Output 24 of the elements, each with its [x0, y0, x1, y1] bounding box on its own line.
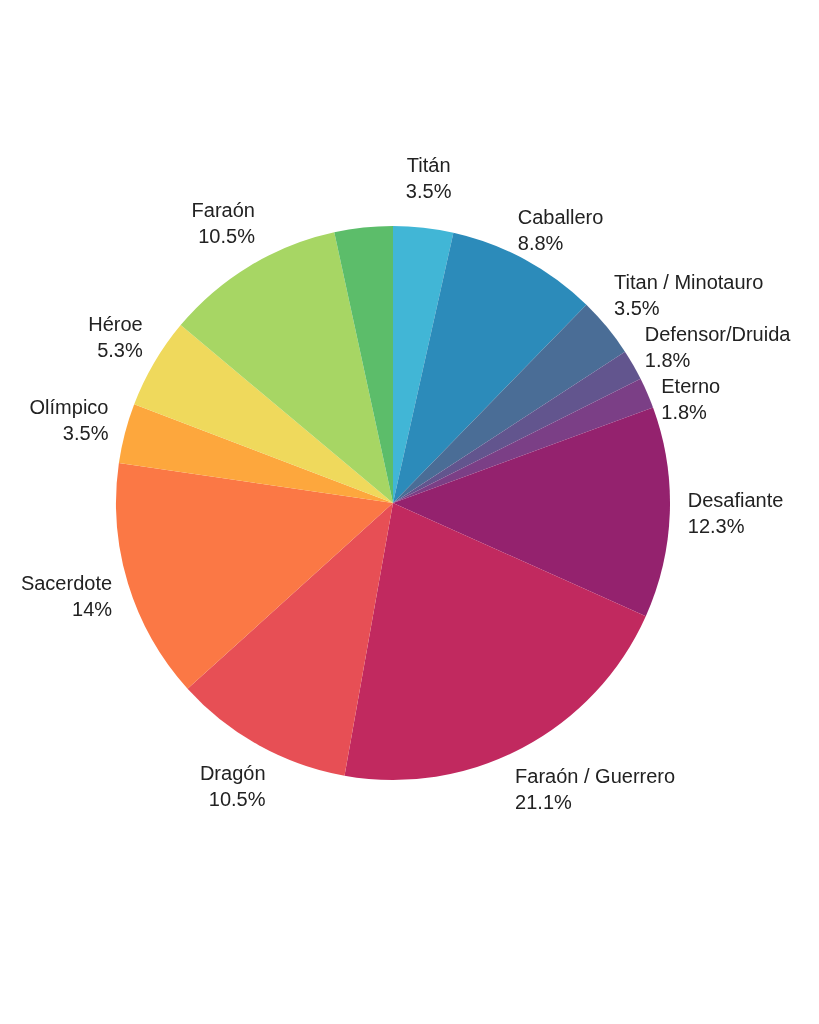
slice-label: Desafiante: [687, 488, 784, 511]
data-label: 8.8%: [517, 232, 564, 255]
slice-label: Defensor/Druida: [644, 323, 792, 346]
slice-label: Sacerdote: [20, 572, 113, 595]
slice-label: Eterno: [661, 375, 721, 398]
data-label: 14%: [72, 598, 113, 621]
data-label: 3.5%: [614, 297, 660, 320]
data-label: 1.8%: [661, 401, 708, 424]
slice-label: Caballero: [517, 206, 604, 229]
data-label: 1.8%: [644, 349, 691, 372]
data-label: 10.5%: [198, 225, 256, 248]
data-label: 3.5%: [62, 421, 109, 444]
slice-label: Dragón: [199, 761, 266, 784]
data-label: 12.3%: [687, 514, 745, 537]
data-label: 10.5%: [208, 787, 266, 810]
slice-label: Titan / Minotauro: [614, 271, 764, 294]
slice-label: Faraón: [191, 199, 255, 222]
slice-label: Faraón / Guerrero: [515, 764, 676, 787]
data-label: 21.1%: [515, 790, 572, 813]
slice-label: Héroe: [88, 312, 143, 335]
slice-label: Olímpico: [29, 395, 109, 418]
data-label: 3.5%: [405, 180, 452, 203]
data-label: 5.3%: [97, 338, 143, 361]
slice-label: Titán: [406, 154, 451, 177]
